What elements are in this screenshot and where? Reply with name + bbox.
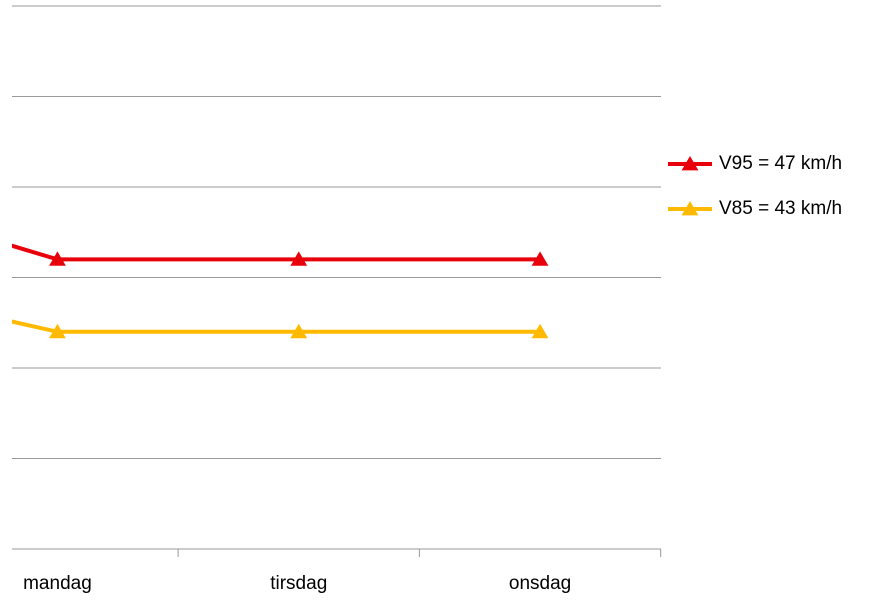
series-line [12, 319, 541, 334]
legend-label: V95 = 47 km/h [719, 153, 842, 174]
legend-marker [681, 201, 699, 216]
x-axis: mandag tirsdag onsdag [12, 548, 662, 594]
series-line [12, 243, 541, 262]
point-marker [290, 323, 308, 339]
x-tick-label: onsdag [509, 573, 571, 594]
plot-area [12, 243, 549, 339]
grid [12, 5, 661, 550]
point-marker [531, 251, 549, 266]
x-tick-label: tirsdag [270, 573, 327, 594]
point-marker [531, 323, 549, 339]
point-marker [49, 251, 66, 266]
point-marker [49, 323, 66, 339]
legend-marker [681, 156, 699, 171]
point-marker [290, 251, 308, 266]
x-tick-label: mandag [23, 573, 92, 594]
legend: V95 = 47 km/h V85 = 43 km/h [668, 153, 842, 219]
legend-label: V85 = 43 km/h [719, 198, 842, 219]
